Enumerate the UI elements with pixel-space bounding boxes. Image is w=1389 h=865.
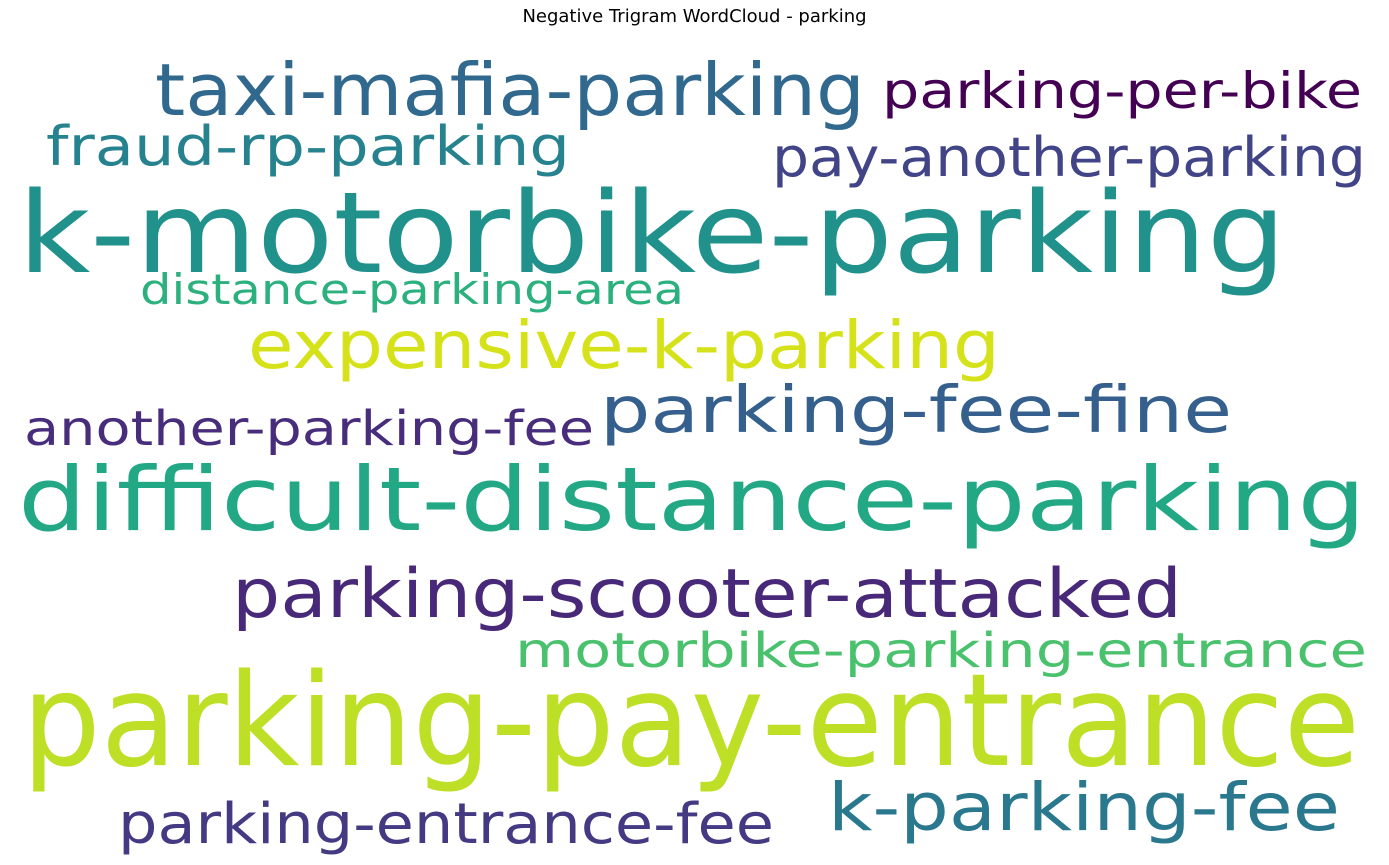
word-distance-parking-area: distance-parking-area (140, 265, 684, 314)
chart-title: Negative Trigram WordCloud - parking (522, 6, 867, 27)
word-k-parking-fee: k-parking-fee (828, 769, 1340, 846)
word-fraud-rp-parking: fraud-rp-parking (46, 115, 570, 178)
word-expensive-k-parking: expensive-k-parking (248, 307, 1000, 384)
word-another-parking-fee: another-parking-fee (24, 401, 594, 457)
word-taxi-mafia-parking: taxi-mafia-parking (155, 48, 865, 132)
word-difficult-distance-parking: difficult-distance-parking (18, 448, 1366, 551)
word-parking-per-bike: parking-per-bike (882, 62, 1362, 120)
word-parking-pay-entrance: parking-pay-entrance (22, 647, 1360, 796)
word-pay-another-parking: pay-another-parking (772, 126, 1366, 189)
word-motorbike-parking-entrance: motorbike-parking-entrance (515, 623, 1367, 679)
word-parking-fee-fine: parking-fee-fine (600, 374, 1232, 448)
word-k-motorbike-parking: k-motorbike-parking (18, 169, 1286, 299)
word-parking-scooter-attacked: parking-scooter-attacked (232, 555, 1182, 634)
word-parking-entrance-fee: parking-entrance-fee (118, 792, 774, 857)
